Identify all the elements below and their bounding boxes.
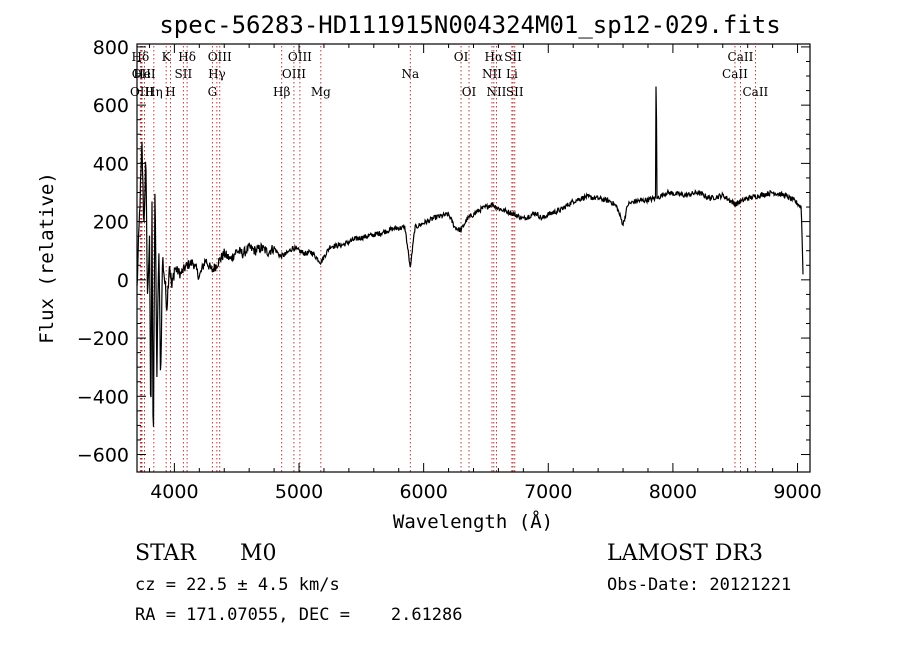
plot-frame xyxy=(136,43,811,473)
x-tick-label: 5000 xyxy=(275,481,323,503)
spectral-line-label: Hη xyxy=(145,85,163,99)
spectral-line-label: Mg xyxy=(311,85,331,99)
x-tick-label: 9000 xyxy=(773,481,821,503)
y-tick-label: 800 xyxy=(93,37,129,59)
spectral-line-label: CaII xyxy=(742,85,768,99)
spectral-line-label: HeI xyxy=(133,67,156,81)
y-tick-label: 400 xyxy=(93,153,129,175)
spectral-line-label: NII xyxy=(486,85,506,99)
x-tick-label: 4000 xyxy=(150,481,198,503)
x-tick-label: 7000 xyxy=(524,481,572,503)
spectral-line-label: SII xyxy=(504,50,522,64)
spectral-line-label: Hδ xyxy=(178,50,196,64)
spectral-line-label: OIII xyxy=(130,85,154,99)
spectral-line-label: CaII xyxy=(722,67,748,81)
x-tick-label: 6000 xyxy=(399,481,447,503)
spectrum-series xyxy=(136,86,804,427)
spectral-line-label: OIII xyxy=(208,50,232,64)
spectral-line-label: CaII xyxy=(728,50,754,64)
x-axis-ticks: 4000 5000 6000 7000 8000 9000 xyxy=(148,44,822,503)
y-tick-label: −400 xyxy=(77,386,129,408)
y-tick-label: 200 xyxy=(93,212,129,234)
y-tick-label: −200 xyxy=(77,328,129,350)
y-tick-label: 600 xyxy=(93,95,129,117)
x-tick-label: 8000 xyxy=(649,481,697,503)
spectral-line-label: K xyxy=(162,50,172,64)
spectral-line-label: Hδ xyxy=(132,50,150,64)
redshift-info: cz = 22.5 ± 4.5 km/s xyxy=(135,575,340,595)
y-axis-ticks: −600 −400 −200 0 200 400 600 800 xyxy=(77,37,810,467)
object-class: STAR xyxy=(135,541,197,566)
spectral-line-label: Na xyxy=(401,67,419,81)
spectral-line-label: Li xyxy=(506,67,518,81)
spectral-line-label: SII xyxy=(175,67,193,81)
spectral-line-label: OI xyxy=(462,85,477,99)
spectral-line-label: Hα xyxy=(485,50,504,64)
spectral-line-label: NII xyxy=(482,67,502,81)
spectral-line-label: OIII xyxy=(282,67,306,81)
y-axis-label: Flux (relative) xyxy=(36,172,58,344)
y-tick-label: 0 xyxy=(117,270,129,292)
x-axis-label: Wavelength (Å) xyxy=(393,510,553,533)
spectral-line-label: OI xyxy=(454,50,469,64)
object-subclass: M0 xyxy=(240,541,277,566)
spectral-line-label: Hγ xyxy=(208,67,226,81)
obs-date: Obs-Date: 20121221 xyxy=(607,575,791,595)
spectral-line-label: SII xyxy=(506,85,524,99)
spectral-line-label: OIII xyxy=(288,50,312,64)
survey-name: LAMOST DR3 xyxy=(607,541,763,566)
spectral-line-label: G xyxy=(208,85,218,99)
chart-title: spec-56283-HD111915N004324M01_sp12-029.f… xyxy=(159,11,780,39)
spectral-line-label: H xyxy=(165,85,175,99)
y-tick-label: −600 xyxy=(77,445,129,467)
coordinates: RA = 171.07055, DEC = 2.61286 xyxy=(135,605,463,625)
spectral-line-label: Hβ xyxy=(273,85,290,99)
